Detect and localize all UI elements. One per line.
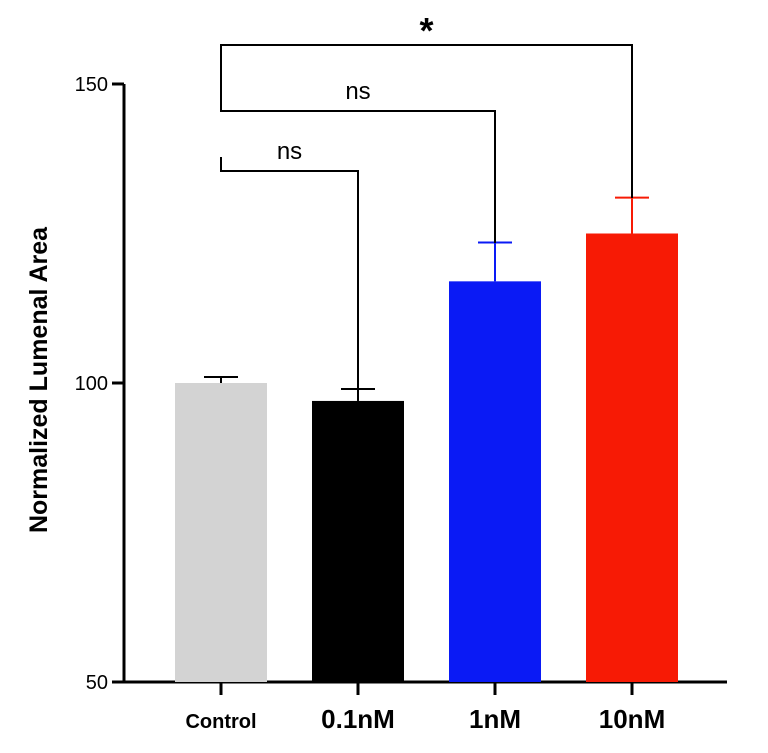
y-tick-label: 50	[86, 672, 108, 694]
bar-control	[175, 383, 267, 682]
y-tick-label: 150	[75, 74, 108, 96]
significance-label: *	[419, 10, 433, 51]
category-label: 0.1nM	[321, 704, 395, 734]
tick-labels: 50 100 150 Control 0.1nM 1nM 10nM	[75, 74, 666, 734]
category-label: Control	[185, 711, 256, 733]
category-label: 10nM	[599, 704, 665, 734]
significance-label: ns	[345, 78, 370, 105]
bar-0-1nm	[312, 400, 404, 682]
significance-bracket	[220, 157, 359, 396]
significance-label: ns	[277, 138, 302, 165]
error-bars	[204, 196, 649, 401]
bar-10nm	[586, 233, 678, 682]
bars	[175, 233, 678, 682]
category-label: 1nM	[469, 704, 521, 734]
significance-bracket	[220, 90, 496, 243]
significance-bracket	[220, 44, 633, 198]
y-tick-label: 100	[75, 373, 108, 395]
significance-brackets: ns ns *	[220, 10, 633, 396]
bar-1nm	[449, 281, 541, 682]
y-axis-label: Normalized Lumenal Area	[25, 226, 53, 533]
